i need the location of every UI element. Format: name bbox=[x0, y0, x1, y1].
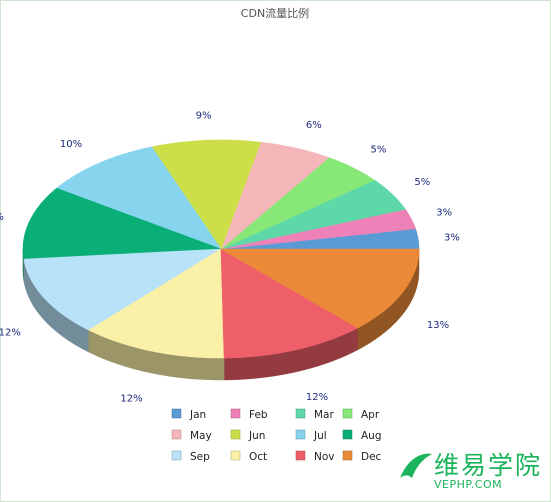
legend-label-nov: Nov bbox=[314, 451, 335, 463]
pie-label-dec: 13% bbox=[427, 320, 449, 331]
legend-label-oct: Oct bbox=[249, 451, 267, 463]
legend-label-feb: Feb bbox=[249, 409, 268, 421]
legend-label-dec: Dec bbox=[361, 451, 382, 463]
pie-slice-feb[interactable] bbox=[220, 208, 416, 250]
pie-label-may: 6% bbox=[306, 120, 322, 131]
pie-slice-mar[interactable] bbox=[220, 179, 406, 250]
legend-swatch-dec bbox=[342, 450, 353, 461]
legend-swatch-nov bbox=[295, 450, 306, 461]
pie-labels: 3% 3% 5% 5% 6% 9% 10% 11% 12% 12% 12% 13% bbox=[0, 110, 460, 404]
legend: Jan Feb Mar Apr May Jun Jul Aug Sep Oct Nov Dec bbox=[171, 408, 382, 463]
legend-label-aug: Aug bbox=[361, 430, 382, 442]
pie-label-jan: 3% bbox=[444, 232, 460, 243]
legend-label-sep: Sep bbox=[190, 451, 210, 463]
pie-slice-oct[interactable] bbox=[88, 248, 225, 359]
legend-swatch-jan bbox=[171, 408, 182, 419]
legend-swatch-sep bbox=[171, 450, 182, 461]
legend-swatch-feb bbox=[230, 408, 241, 419]
pie-slice-sep[interactable] bbox=[23, 248, 222, 331]
legend-label-mar: Mar bbox=[314, 409, 334, 421]
pie-label-mar: 5% bbox=[414, 177, 430, 188]
pie-slice-jul[interactable] bbox=[55, 146, 222, 250]
legend-swatch-jun bbox=[230, 429, 241, 440]
pie-label-oct: 12% bbox=[120, 394, 142, 405]
legend-swatch-apr bbox=[342, 408, 353, 419]
legend-label-jul: Jul bbox=[313, 430, 327, 442]
chart-title: CDN流量比例 bbox=[241, 6, 309, 20]
legend-swatch-may bbox=[171, 429, 182, 440]
legend-swatch-aug bbox=[342, 429, 353, 440]
pie-label-nov: 12% bbox=[306, 392, 328, 403]
pie-slice-nov[interactable] bbox=[220, 248, 359, 359]
pie-slice-aug[interactable] bbox=[22, 187, 222, 260]
legend-label-jun: Jun bbox=[248, 430, 265, 442]
pie-label-jun: 9% bbox=[196, 110, 212, 121]
pie-label-apr: 5% bbox=[371, 145, 387, 156]
pie-slices bbox=[22, 139, 420, 359]
pie-slice-jun[interactable] bbox=[151, 139, 262, 250]
legend-label-jan: Jan bbox=[189, 409, 206, 421]
pie-slice-dec[interactable] bbox=[219, 248, 420, 329]
legend-swatch-oct bbox=[230, 450, 241, 461]
pie-slice-may[interactable] bbox=[220, 141, 330, 250]
pie-label-aug: 11% bbox=[0, 212, 4, 223]
legend-swatch-mar bbox=[295, 408, 306, 419]
legend-label-may: May bbox=[190, 430, 212, 442]
pie-slice-apr[interactable] bbox=[220, 157, 376, 250]
pie-label-sep: 12% bbox=[0, 328, 21, 339]
legend-swatch-jul bbox=[295, 429, 306, 440]
pie-label-feb: 3% bbox=[436, 208, 452, 219]
legend-label-apr: Apr bbox=[361, 409, 380, 421]
pie-label-jul: 10% bbox=[60, 139, 82, 150]
